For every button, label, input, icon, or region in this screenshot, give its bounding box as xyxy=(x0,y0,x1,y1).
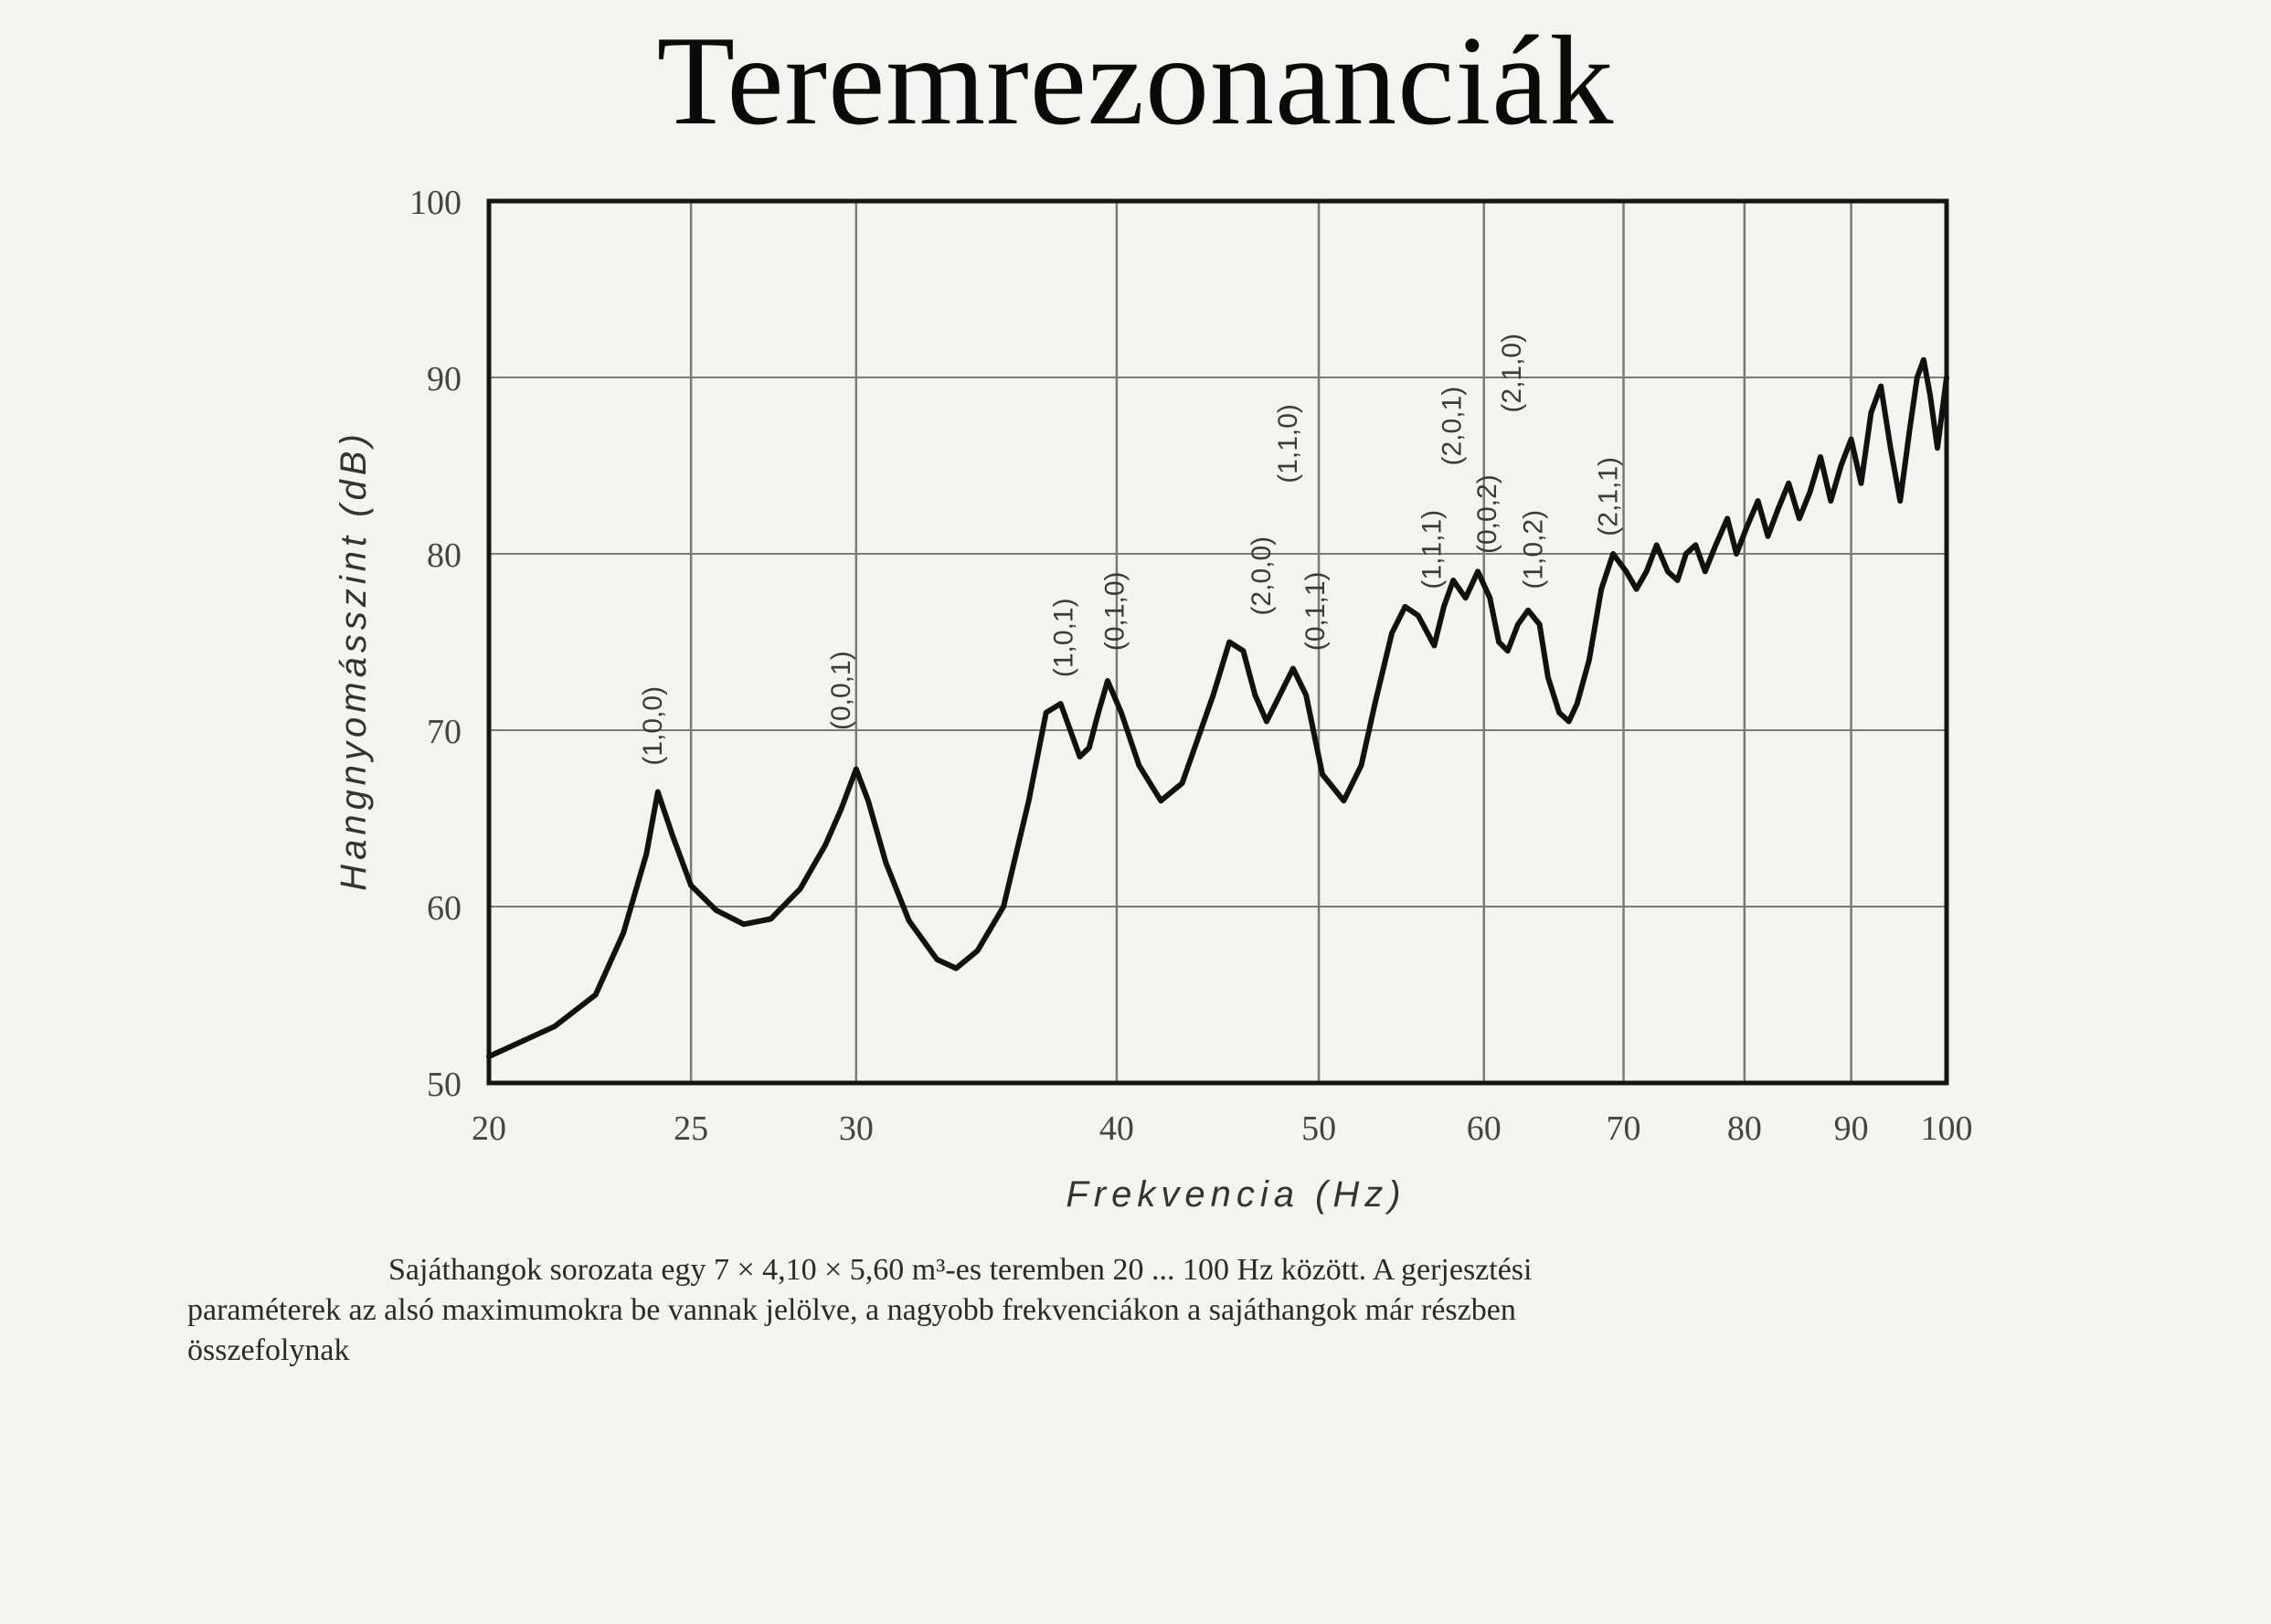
mode-label: (0,0,1) xyxy=(826,651,856,730)
x-tick-label: 40 xyxy=(1099,1109,1134,1148)
mode-annotations: (1,0,0) (0,0,1) (1,0,1) (0,1,0) (2,0,0) (1,1,… xyxy=(638,334,1624,766)
x-tick-label: 30 xyxy=(839,1109,874,1148)
y-tick-label: 80 xyxy=(427,536,462,575)
y-tick-label: 90 xyxy=(427,360,462,398)
mode-label: (0,0,2) xyxy=(1472,474,1502,554)
mode-label: (2,0,0) xyxy=(1247,536,1277,616)
mode-label: (2,0,1) xyxy=(1438,387,1468,466)
mode-label: (1,1,1) xyxy=(1417,510,1447,589)
caption-line-3: összefolynak xyxy=(187,1333,350,1367)
mode-label: (2,1,1) xyxy=(1593,457,1623,536)
x-tick-label: 90 xyxy=(1834,1109,1869,1148)
y-tick-label: 100 xyxy=(409,184,462,222)
x-tick-label: 20 xyxy=(472,1109,506,1148)
mode-label: (1,1,0) xyxy=(1273,404,1303,483)
x-tick-label: 70 xyxy=(1607,1109,1641,1148)
plot-frame xyxy=(486,198,1949,1086)
x-tick-label: 25 xyxy=(674,1109,708,1148)
mode-label: (1,0,0) xyxy=(638,686,668,766)
x-tick-labels: 20 25 30 40 50 60 70 80 90 100 xyxy=(472,1109,1973,1148)
mode-label: (2,1,0) xyxy=(1497,334,1527,413)
x-tick-label: 100 xyxy=(1921,1109,1973,1148)
y-tick-label: 50 xyxy=(427,1066,462,1104)
mode-label: (1,0,2) xyxy=(1519,510,1549,589)
y-tick-labels: 50 60 70 80 90 100 xyxy=(409,184,462,1104)
caption-line-1: Sajáthangok sorozata egy 7 × 4,10 × 5,60… xyxy=(388,1253,1533,1287)
figure-caption: Sajáthangok sorozata egy 7 × 4,10 × 5,60… xyxy=(187,1250,2116,1371)
series-line xyxy=(486,356,1949,1059)
x-axis-label: Frekvencia (Hz) xyxy=(1066,1174,1406,1215)
mode-label: (0,1,0) xyxy=(1099,571,1130,651)
x-tick-label: 50 xyxy=(1301,1109,1336,1148)
mode-label: (1,0,1) xyxy=(1049,598,1079,677)
x-tick-label: 80 xyxy=(1727,1109,1762,1148)
x-tick-label: 60 xyxy=(1467,1109,1502,1148)
y-tick-label: 60 xyxy=(427,889,462,928)
y-axis-label: Hangnyomásszint (dB) xyxy=(334,430,374,891)
page-title: Teremrezonanciák xyxy=(656,10,1615,152)
grid xyxy=(487,200,1948,1084)
y-tick-label: 70 xyxy=(427,713,462,751)
caption-line-2: paraméterek az alsó maximumokra be vanna… xyxy=(187,1293,1516,1327)
mode-label: (0,1,1) xyxy=(1300,571,1331,651)
